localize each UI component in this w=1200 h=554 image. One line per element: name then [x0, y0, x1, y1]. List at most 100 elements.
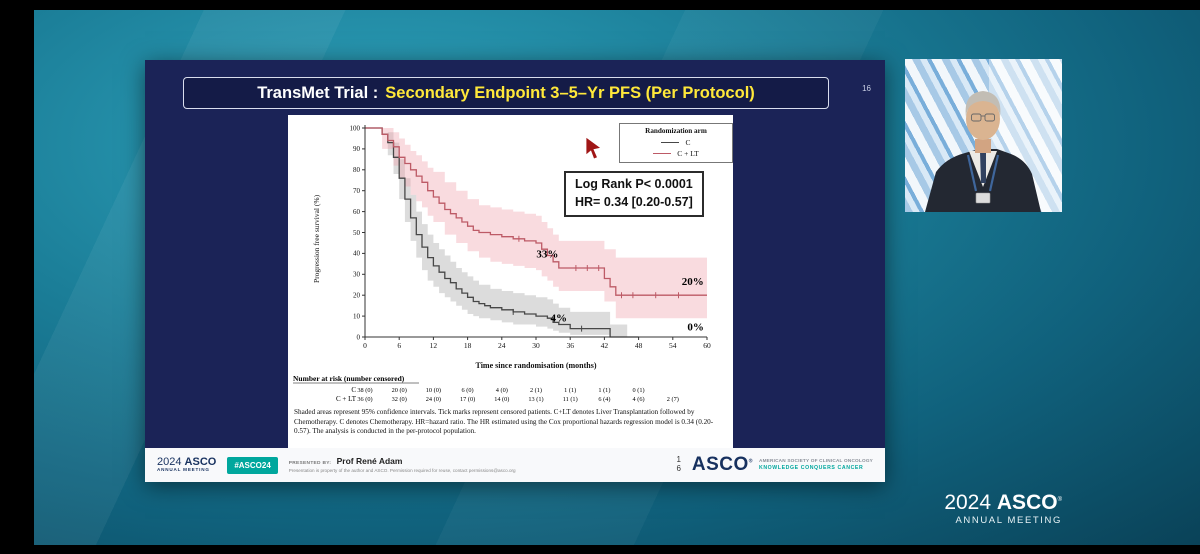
footer-disclaimer: Presentation is property of the author a…: [288, 468, 516, 474]
svg-text:24 (0): 24 (0): [426, 396, 441, 403]
event-watermark: 2024 ASCO® ANNUAL MEETING: [944, 492, 1062, 526]
slide-number: 16: [862, 84, 871, 93]
svg-text:6 (4): 6 (4): [598, 396, 610, 403]
watermark-year: 2024: [944, 491, 992, 514]
svg-text:48: 48: [635, 341, 643, 350]
svg-text:C: C: [351, 386, 356, 394]
svg-text:38 (0): 38 (0): [357, 387, 372, 394]
svg-text:18: 18: [464, 341, 472, 350]
slide-footer: 2024 ASCO ANNUAL MEETING #ASCO24 PRESENT…: [145, 448, 885, 482]
svg-text:54: 54: [669, 341, 677, 350]
page-digit-bottom: 6: [676, 464, 681, 473]
svg-text:60: 60: [353, 208, 361, 216]
asco-logo-taglines: AMERICAN SOCIETY OF CLINICAL ONCOLOGY KN…: [759, 458, 873, 471]
webcast-stage: TransMet Trial : Secondary Endpoint 3–5–…: [34, 10, 1200, 545]
speaker-figure: [925, 59, 1062, 212]
svg-text:0: 0: [357, 333, 361, 341]
svg-text:13 (1): 13 (1): [528, 396, 543, 403]
svg-text:40: 40: [353, 250, 361, 258]
svg-text:10: 10: [353, 312, 361, 320]
footer-brand-year: 2024: [157, 455, 182, 468]
svg-text:50: 50: [353, 229, 361, 237]
footer-brand-sub: ANNUAL MEETING: [157, 467, 210, 473]
page-digit-top: 1: [676, 455, 681, 465]
watermark-brand: ASCO: [996, 491, 1058, 514]
speaker-video: [905, 59, 1062, 212]
hashtag-badge: #ASCO24: [227, 456, 278, 474]
asco-tagline-1: AMERICAN SOCIETY OF CLINICAL ONCOLOGY: [758, 458, 873, 464]
slide-page-number: 1 6: [676, 455, 681, 474]
footer-brand-name: ASCO: [184, 455, 217, 468]
stats-logrank: Log Rank P< 0.0001: [575, 177, 693, 191]
axis-tick-labels: 0 10 20 30 40 50 60 70 80 90 100 0 6 12 18 24 30 36 42 48 54…: [350, 124, 712, 350]
svg-text:0 (1): 0 (1): [633, 387, 645, 394]
legend-entry-clt: C + LT: [620, 149, 732, 158]
presentation-slide: TransMet Trial : Secondary Endpoint 3–5–…: [145, 60, 885, 482]
axes: [362, 125, 708, 340]
svg-text:12: 12: [430, 341, 438, 350]
legend-line-c-swatch: [661, 141, 680, 143]
asco-tagline-2: KNOWLEDGE CONQUERS CANCER: [758, 464, 864, 471]
svg-text:4 (6): 4 (6): [633, 396, 645, 403]
svg-text:20: 20: [353, 292, 361, 300]
slide-title: TransMet Trial : Secondary Endpoint 3–5–…: [183, 77, 829, 109]
svg-text:30: 30: [532, 341, 540, 350]
slide-title-prefix: TransMet Trial :: [257, 83, 379, 102]
svg-text:0: 0: [363, 341, 367, 350]
presenter-name: Prof René Adam: [336, 456, 403, 467]
footer-brand: 2024 ASCO ANNUAL MEETING: [157, 455, 217, 473]
value-annotations: 33% 20% 4% 0%: [536, 249, 703, 334]
svg-text:100: 100: [350, 124, 361, 132]
ci-band-C + LT: [365, 128, 707, 323]
legend-entry-c: C: [620, 138, 732, 147]
speaker-person: [925, 91, 1041, 212]
legend-line-clt-swatch: [653, 153, 672, 154]
asco-logo: ASCO® AMERICAN SOCIETY OF CLINICAL ONCOL…: [692, 454, 873, 476]
asco-logo-text: ASCO®: [691, 454, 753, 475]
svg-text:42: 42: [601, 341, 609, 350]
svg-text:10 (0): 10 (0): [426, 387, 441, 394]
presenter-block: PRESENTED BY: Prof René Adam Presentatio…: [289, 456, 666, 474]
svg-text:70: 70: [353, 187, 361, 195]
chart-footnote: Shaded areas represent 95% confidence in…: [294, 408, 714, 435]
slide-title-highlight: Secondary Endpoint 3–5–Yr PFS (Per Proto…: [385, 83, 755, 102]
svg-text:2 (1): 2 (1): [530, 387, 542, 394]
svg-text:33%: 33%: [536, 249, 558, 261]
svg-text:6 (0): 6 (0): [462, 387, 474, 394]
watermark-reg: ®: [1057, 497, 1062, 503]
legend-label-clt: C + LT: [677, 149, 699, 158]
km-line-C + LT: [365, 127, 707, 299]
registered-mark: ®: [748, 458, 753, 465]
svg-text:2 (7): 2 (7): [667, 396, 679, 403]
svg-text:14 (0): 14 (0): [494, 396, 509, 403]
svg-text:1 (1): 1 (1): [564, 387, 576, 394]
svg-text:C + LT: C + LT: [336, 395, 357, 403]
km-chart-panel: 0 10 20 30 40 50 60 70 80 90 100 0 6 12 18 24 30 36 42 48 54…: [288, 115, 733, 448]
svg-text:80: 80: [353, 166, 361, 174]
svg-text:36 (0): 36 (0): [357, 396, 372, 403]
svg-text:Number at risk (number censore: Number at risk (number censored): [293, 374, 405, 383]
svg-text:11 (1): 11 (1): [563, 396, 578, 403]
ci-band-C: [365, 128, 628, 337]
svg-text:36: 36: [566, 341, 574, 350]
svg-text:60: 60: [703, 341, 711, 350]
presented-by-label: PRESENTED BY:: [288, 461, 332, 467]
svg-text:0%: 0%: [687, 322, 704, 334]
svg-text:17 (0): 17 (0): [460, 396, 475, 403]
km-line-C: [365, 127, 639, 338]
chart-legend: Randomization arm C C + LT: [619, 123, 733, 163]
svg-text:4 (0): 4 (0): [496, 387, 508, 394]
svg-text:90: 90: [353, 145, 361, 153]
x-axis-label: Time since randomisation (months): [475, 361, 597, 370]
svg-text:20%: 20%: [682, 276, 704, 288]
risk-table: Number at risk (number censored) C 38 (0) 2…: [293, 374, 679, 403]
legend-title: Randomization arm: [645, 127, 707, 135]
legend-label-c: C: [685, 137, 691, 147]
y-axis-label: Progression free survival (%): [312, 194, 321, 284]
svg-text:20 (0): 20 (0): [392, 387, 407, 394]
svg-text:30: 30: [353, 271, 361, 279]
svg-text:4%: 4%: [551, 312, 568, 324]
svg-text:1 (1): 1 (1): [598, 387, 610, 394]
svg-text:6: 6: [397, 341, 401, 350]
